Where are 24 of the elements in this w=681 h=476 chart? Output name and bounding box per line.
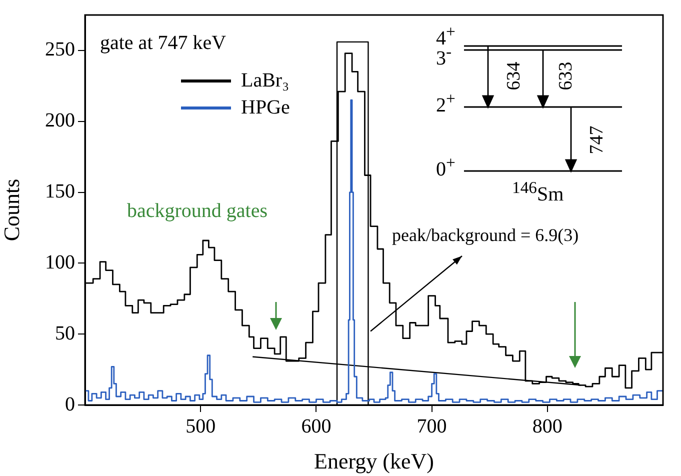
x-tick-label: 500 (186, 415, 216, 438)
annotation: 747 (586, 126, 608, 154)
annotation: background gates (127, 200, 268, 222)
annotation: 0$^{+}$ (436, 153, 456, 181)
y-tick-label: 50 (55, 322, 75, 344)
x-tick-label: 600 (301, 415, 332, 438)
annotation: 633 (556, 62, 576, 90)
legend-label: LaBr₃ (241, 69, 290, 92)
annotation: 4$^{+}$ (436, 22, 456, 50)
x-tick-label: 800 (532, 415, 562, 438)
y-tick-label: 150 (45, 180, 75, 203)
y-axis-title: Counts (0, 178, 24, 242)
y-tick-label: 100 (45, 251, 75, 274)
annotation: $^{146}$Sm (512, 178, 564, 206)
y-tick-label: 250 (45, 38, 75, 61)
x-axis-title: Energy (keV) (314, 448, 434, 474)
x-tick-label: 700 (416, 415, 447, 438)
legend-label: HPGe (241, 96, 290, 118)
y-tick-label: 0 (65, 393, 75, 416)
annotation: gate at 747 keV (100, 32, 226, 54)
y-tick-label: 200 (45, 110, 75, 132)
annotation: peak/background = 6.9(3) (392, 225, 579, 245)
annotation: 634 (504, 62, 524, 90)
annotation: 2$^{+}$ (436, 89, 456, 117)
